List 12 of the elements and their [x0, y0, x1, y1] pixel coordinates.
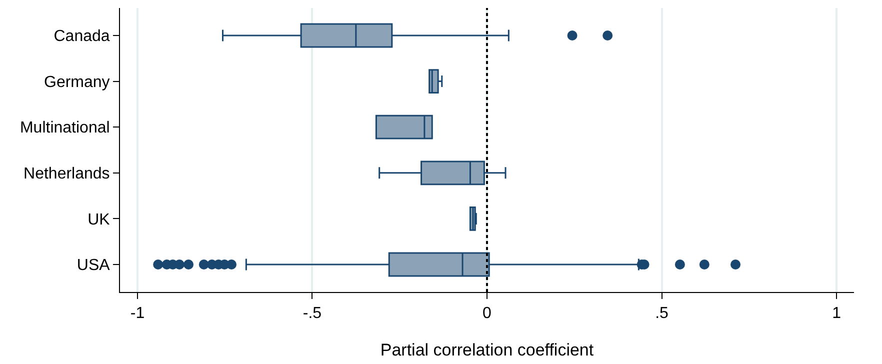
x-tick-label: -1 [130, 305, 145, 322]
x-axis-title: Partial correlation coefficient [380, 340, 594, 360]
y-tick-label: Canada [54, 28, 110, 46]
x-tick-label: 0 [482, 305, 492, 322]
y-tick-label: Netherlands [24, 166, 110, 182]
y-tick-label: Germany [44, 74, 110, 91]
y-tick-label: Multinational [20, 120, 110, 137]
x-tick-label: 1 [832, 305, 842, 322]
x-tick-label: -.5 [302, 305, 322, 322]
y-tick-label: UK [88, 211, 110, 228]
x-tick-label: .5 [655, 305, 669, 322]
y-tick-label: USA [76, 257, 110, 274]
